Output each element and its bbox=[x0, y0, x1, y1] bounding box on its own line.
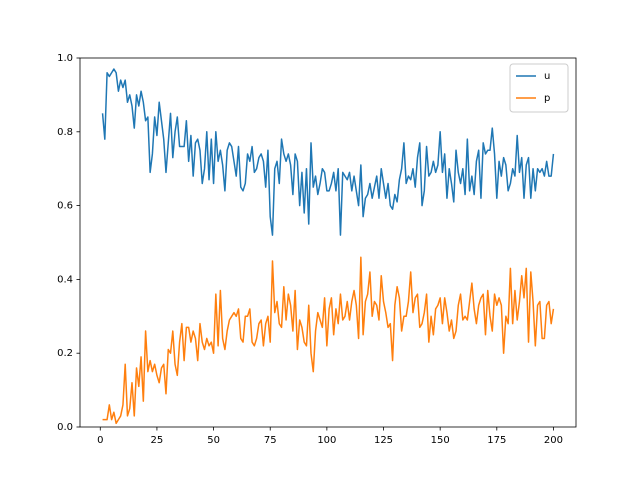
x-tick-label: 100 bbox=[317, 435, 336, 446]
legend-label: p bbox=[544, 93, 550, 104]
legend: up bbox=[509, 63, 569, 113]
x-tick-label: 25 bbox=[151, 435, 164, 446]
line-series bbox=[102, 256, 555, 425]
x-tick-label: 50 bbox=[207, 435, 220, 446]
y-tick-label: 0.0 bbox=[57, 422, 73, 433]
y-tick-label: 0.2 bbox=[57, 348, 73, 359]
x-tick-label: 125 bbox=[374, 435, 393, 446]
x-tick-label: 75 bbox=[264, 435, 277, 446]
y-tick-label: 0.4 bbox=[57, 274, 73, 285]
line-series bbox=[101, 68, 555, 236]
legend-label: u bbox=[544, 71, 550, 82]
x-tick-label: 175 bbox=[487, 435, 506, 446]
x-tick-label: 0 bbox=[97, 435, 103, 446]
x-tick-label: 150 bbox=[431, 435, 450, 446]
y-tick-label: 0.8 bbox=[57, 127, 73, 138]
legend-box bbox=[509, 63, 569, 113]
y-tick-label: 0.6 bbox=[57, 201, 73, 212]
plot-frame bbox=[79, 57, 577, 428]
y-tick-label: 1.0 bbox=[57, 53, 73, 64]
x-tick-label: 200 bbox=[544, 435, 563, 446]
